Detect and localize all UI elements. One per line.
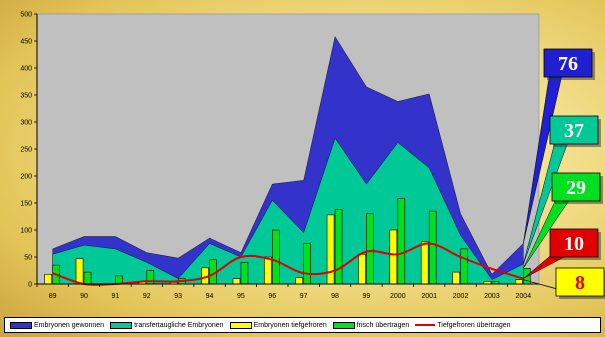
x-tick-label: 92 (143, 293, 151, 300)
area-1 (52, 137, 524, 285)
x-tick-label: 89 (49, 293, 57, 300)
callout-box-4 (555, 267, 605, 297)
x-tick-label: 2002 (453, 293, 469, 300)
x-tick-label: 97 (300, 293, 308, 300)
legend-label: Tiefgefroren übertragen (437, 321, 511, 329)
y-tick-label: 200 (20, 174, 32, 181)
bar-s3-9 (334, 209, 343, 285)
legend-item: Embryonen tiefgefroren (229, 321, 327, 329)
bar-s2-7 (264, 256, 272, 285)
bar-s2-10 (358, 254, 366, 285)
bar-s3-1 (83, 271, 92, 285)
legend-item: transfertaugliche Embryonen (110, 321, 224, 329)
legend: Embryonen gewonnen transfertaugliche Embr… (4, 317, 601, 333)
legend-label: frisch übertragen (356, 321, 410, 329)
bar-s3-8 (303, 243, 311, 285)
legend-label: transfertaugliche Embryonen (134, 321, 224, 329)
x-tick-label: 98 (331, 293, 339, 300)
legend-label: Embryonen gewonnen (34, 321, 105, 329)
callout-label-3: 10 (564, 233, 584, 255)
y-tick-label: 0 (28, 282, 32, 289)
x-tick-label: 90 (80, 293, 88, 300)
callout-label-4: 8 (575, 272, 585, 294)
bar-s3-12 (428, 210, 437, 285)
bar-s2-11 (389, 229, 398, 285)
bar-s2-8 (295, 277, 303, 285)
legend-swatch (229, 321, 252, 329)
x-tick-label: 94 (206, 293, 214, 300)
bar-s2-0 (44, 273, 52, 285)
bar-s3-13 (460, 248, 468, 285)
y-tick-label: 450 (20, 39, 32, 46)
x-tick-label: 2003 (484, 293, 500, 300)
callout-label-0: 76 (558, 53, 578, 75)
y-tick-label: 150 (20, 201, 32, 208)
bar-s3-11 (397, 198, 406, 285)
legend-line-swatch (415, 324, 436, 326)
callout-label-2: 29 (566, 177, 586, 199)
y-tick-label: 50 (24, 255, 32, 262)
legend-item: frisch übertragen (332, 321, 410, 329)
y-tick-label: 300 (20, 120, 32, 127)
callout-label-1: 37 (564, 120, 584, 142)
bar-s2-13 (452, 271, 460, 285)
callout-box-0 (543, 48, 593, 78)
legend-item: Tiefgefroren übertragen (415, 321, 511, 329)
x-tick-label: 99 (363, 293, 371, 300)
bar-s2-6 (232, 278, 241, 285)
y-tick-label: 350 (20, 93, 32, 100)
bar-s3-6 (240, 262, 249, 285)
x-tick-label: 2001 (421, 293, 437, 300)
y-tick-label: 100 (20, 228, 32, 235)
bar-s2-1 (75, 258, 84, 285)
bar-s2-15 (515, 279, 523, 285)
x-tick-label: 95 (237, 293, 245, 300)
bar-s3-7 (272, 229, 280, 285)
legend-swatch (332, 321, 355, 329)
legend-item: Embryonen gewonnen (10, 321, 105, 329)
y-tick-label: 250 (20, 147, 32, 154)
callout-box-3 (549, 228, 599, 258)
x-tick-label: 96 (268, 293, 276, 300)
x-tick-label: 2000 (390, 293, 406, 300)
callout-box-2 (551, 172, 601, 202)
legend-swatch (10, 321, 32, 329)
bar-s2-12 (420, 241, 429, 285)
y-tick-label: 400 (20, 66, 32, 73)
callout-box-1 (549, 115, 599, 145)
x-tick-label: 2004 (516, 293, 532, 300)
y-tick-label: 500 (20, 12, 32, 19)
legend-label: Embryonen tiefgefroren (253, 321, 327, 329)
line-4 (52, 242, 524, 286)
bar-s3-10 (366, 213, 374, 285)
legend-swatch (110, 321, 133, 329)
x-tick-label: 93 (174, 293, 182, 300)
bar-s2-9 (326, 214, 335, 285)
x-tick-label: 91 (112, 293, 120, 300)
